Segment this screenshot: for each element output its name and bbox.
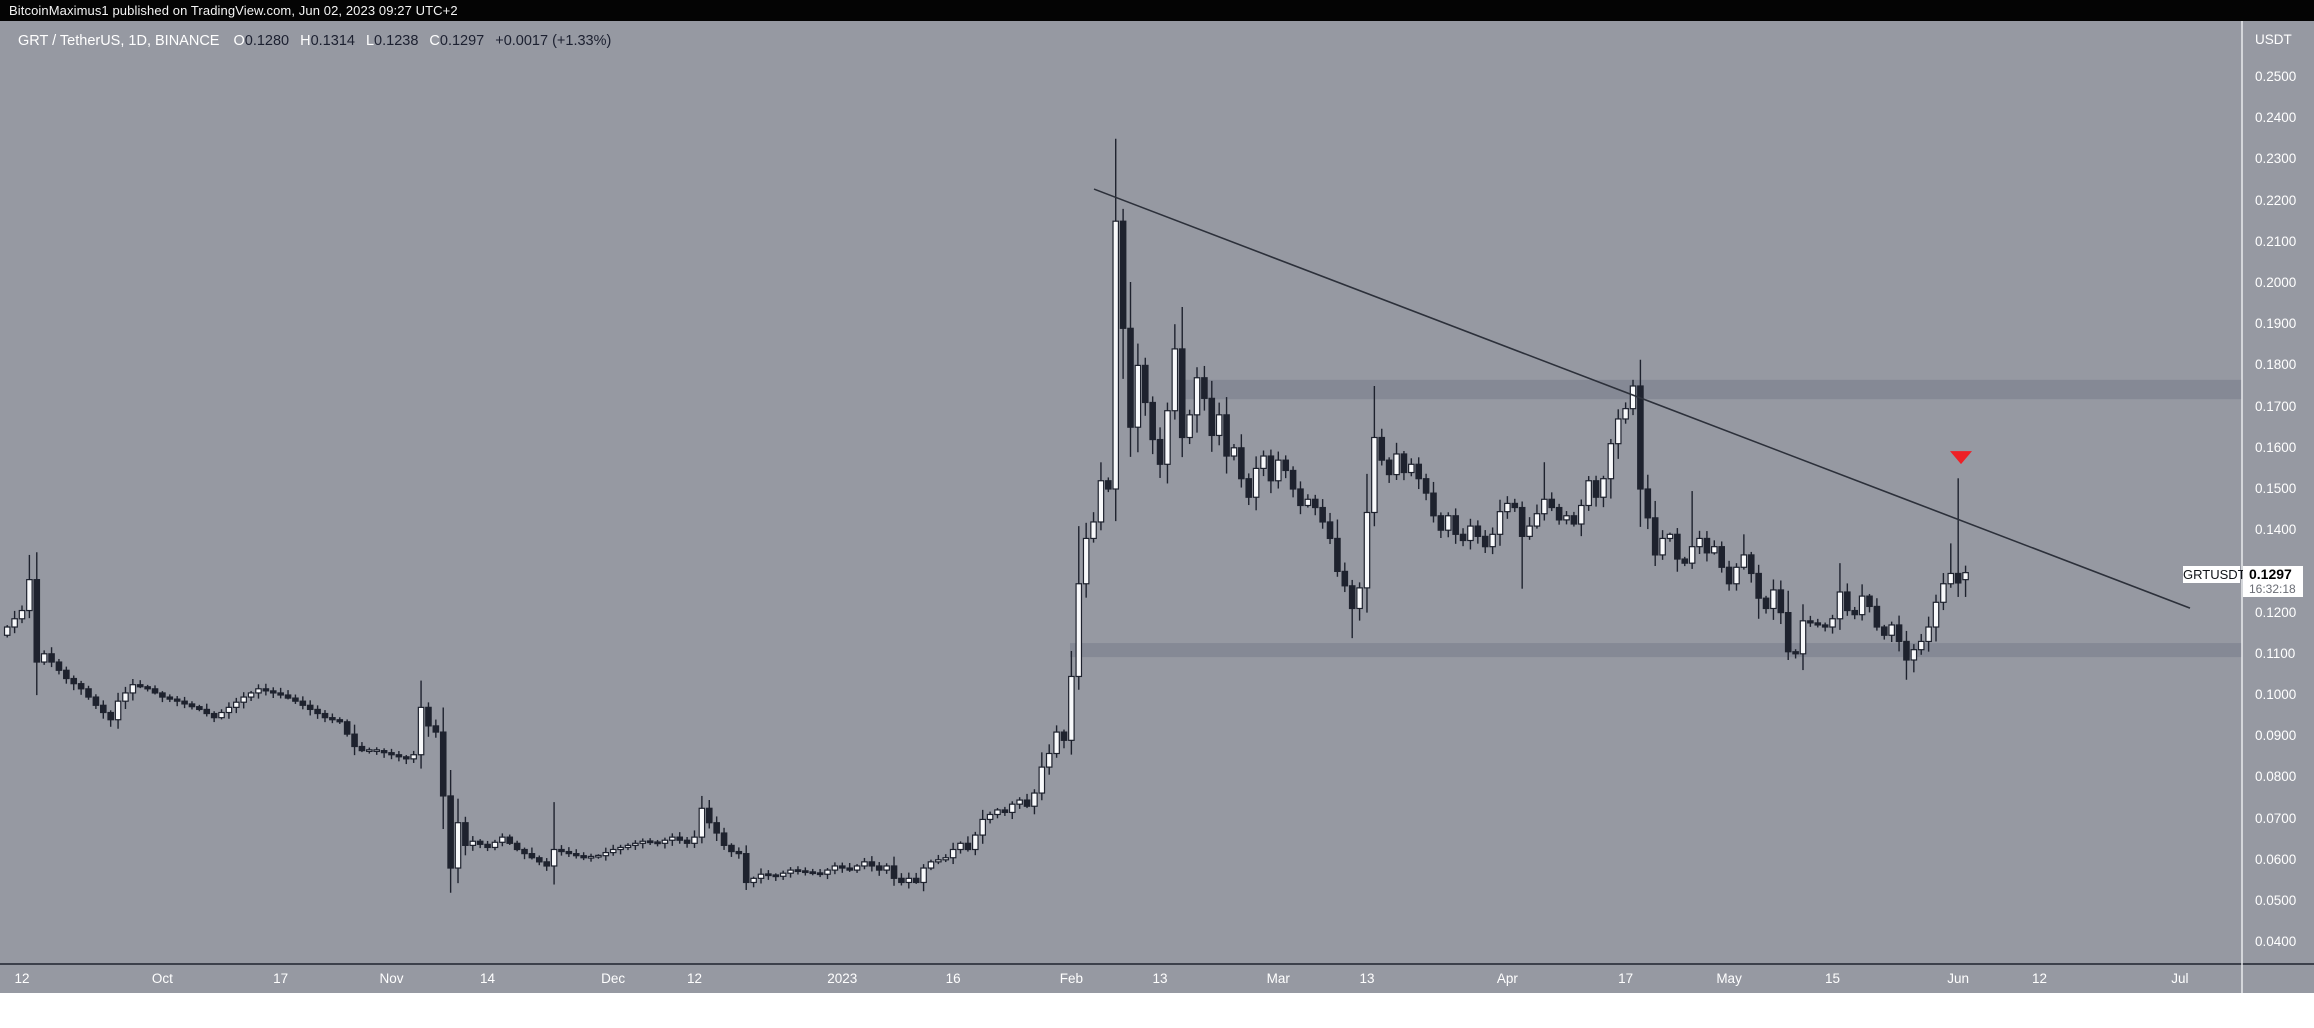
time-tick-label: Apr — [1496, 971, 1518, 986]
publish-info-text: BitcoinMaximus1 published on TradingView… — [9, 3, 458, 18]
low-value: 0.1238 — [374, 33, 419, 49]
time-tick-label: 13 — [1359, 971, 1375, 986]
price-tick-label: 0.2200 — [2255, 192, 2297, 208]
time-tick-label: 2023 — [827, 971, 858, 986]
symbol-price-flag: GRTUSDT — [2183, 566, 2246, 583]
price-tick-label: 0.1500 — [2255, 481, 2297, 496]
support-zone — [1070, 643, 2242, 658]
time-tick-label: 12 — [686, 971, 702, 986]
publish-info-bar: BitcoinMaximus1 published on TradingView… — [0, 0, 2314, 21]
footer-bar: TradingView — [0, 993, 2314, 1028]
time-tick-label: Mar — [1266, 971, 1290, 986]
time-tick-label: Feb — [1059, 971, 1083, 986]
price-tick-label: 0.0800 — [2255, 769, 2297, 785]
change-value: +0.0017 (+1.33%) — [495, 33, 612, 49]
price-tick-label: 0.2500 — [2255, 69, 2297, 84]
price-tick-label: 0.0400 — [2255, 934, 2297, 950]
price-tick-label: 0.1400 — [2255, 522, 2297, 538]
time-tick-label: 14 — [480, 971, 496, 986]
price-tick-label: 0.1800 — [2255, 357, 2297, 373]
time-tick-label: Jun — [1947, 971, 1970, 986]
time-tick-label: May — [1716, 971, 1742, 986]
last-price-flag: 0.1297 16:32:18 — [2243, 566, 2303, 597]
time-tick-label: 16 — [945, 971, 961, 986]
close-value: 0.1297 — [439, 33, 485, 49]
price-tick-label: 0.0700 — [2255, 810, 2297, 826]
price-tick-label: 0.2000 — [2255, 275, 2297, 290]
time-tick-label: 12 — [14, 971, 30, 986]
resistance-zone — [1182, 379, 2242, 400]
symbol-title: GRT / TetherUS, 1D, BINANCE — [18, 33, 220, 49]
time-tick-label: Dec — [601, 971, 626, 986]
close-label: C — [429, 33, 440, 49]
time-tick-label: 15 — [1825, 971, 1841, 986]
low-label: L — [365, 33, 375, 49]
high-value: 0.1314 — [310, 33, 355, 49]
price-axis-currency-label: USDT — [2255, 32, 2292, 47]
time-tick-label: 17 — [1618, 971, 1634, 986]
price-tick-label: 0.1100 — [2255, 645, 2296, 661]
chart-legend: GRT / TetherUS, 1D, BINANCE O0.1280 H0.131… — [18, 33, 611, 51]
descending-trendline[interactable] — [1093, 188, 2191, 609]
sell-signal-marker-icon — [1950, 451, 1972, 465]
price-tick-label: 0.0900 — [2255, 728, 2297, 744]
price-tick-label: 0.1900 — [2255, 316, 2297, 332]
candlestick-series — [3, 138, 1969, 893]
price-tick-label: 0.1000 — [2255, 687, 2297, 702]
time-tick-label: 13 — [1152, 971, 1168, 986]
open-label: O — [233, 33, 245, 49]
price-tick-label: 0.1600 — [2255, 439, 2297, 455]
price-tick-label: 0.2400 — [2255, 110, 2297, 126]
time-tick-label: 17 — [273, 971, 289, 986]
last-price-value: 0.1297 — [2249, 566, 2292, 582]
price-tick-label: 0.2100 — [2255, 233, 2297, 249]
time-tick-label: Nov — [379, 971, 404, 986]
chart-plot-area[interactable] — [0, 21, 2314, 993]
price-tick-label: 0.2300 — [2255, 151, 2297, 167]
open-value: 0.1280 — [244, 33, 290, 49]
price-tick-label: 0.0500 — [2255, 893, 2297, 908]
time-tick-label: 12 — [2031, 971, 2047, 986]
price-tick-label: 0.1200 — [2255, 604, 2297, 620]
bar-countdown: 16:32:18 — [2249, 582, 2296, 596]
high-label: H — [300, 33, 311, 49]
time-tick-label: Oct — [151, 971, 173, 986]
price-tick-label: 0.0600 — [2255, 851, 2297, 867]
time-tick-label: Jul — [2171, 971, 2189, 986]
price-tick-label: 0.1700 — [2255, 398, 2297, 414]
